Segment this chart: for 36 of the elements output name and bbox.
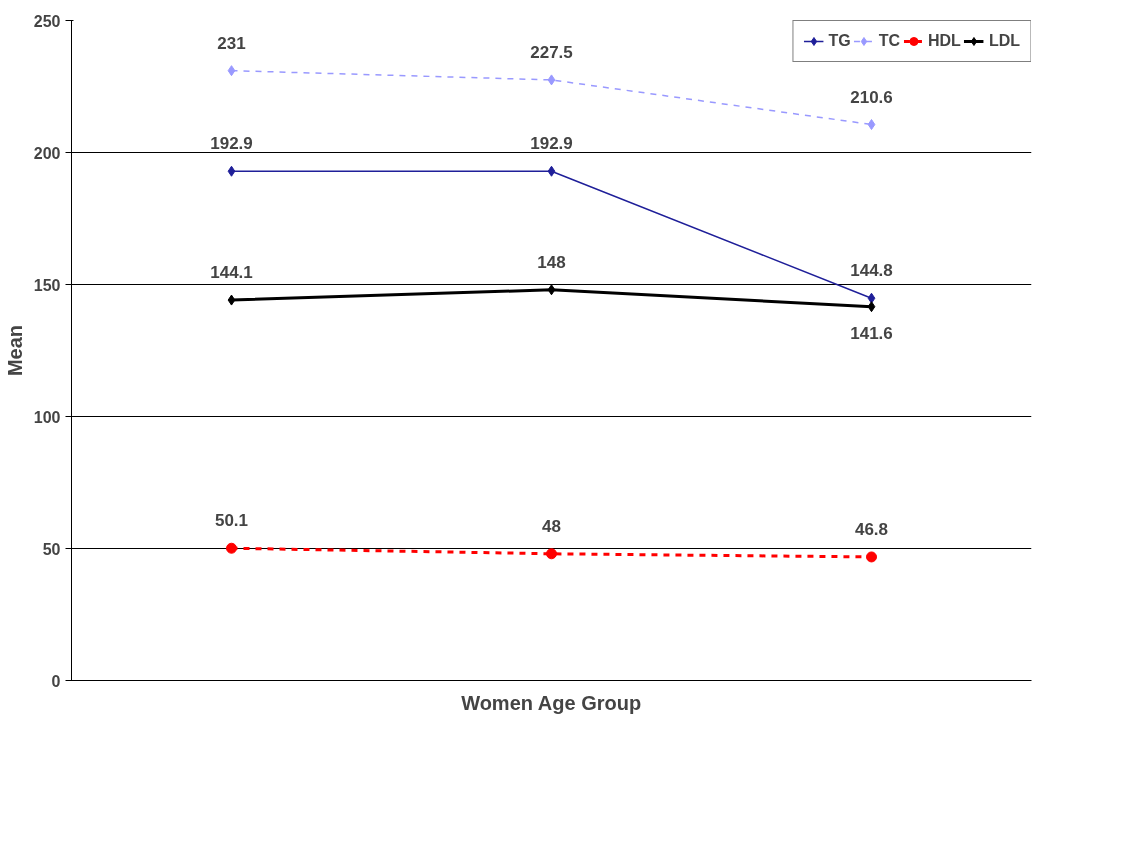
legend-label: LDL: [988, 32, 1020, 50]
y-tick-label: 150: [33, 276, 61, 294]
point: [547, 74, 556, 86]
data-label: 141.6: [850, 323, 893, 343]
data-label: 46.8: [854, 519, 889, 539]
data-label: 148: [537, 252, 566, 272]
point: [227, 65, 236, 77]
y-tick-label: 100: [33, 408, 61, 426]
y-tick-label: 200: [33, 144, 61, 162]
point: [867, 119, 876, 131]
point: [867, 292, 876, 304]
point: [227, 165, 236, 177]
legend-label: HDL: [928, 32, 961, 50]
point: [866, 551, 877, 563]
point: [547, 284, 556, 296]
data-label: 48: [542, 516, 561, 536]
point: [867, 301, 876, 313]
data-label: 210.6: [850, 87, 893, 107]
data-label: 144.8: [850, 261, 893, 281]
y-tick-label: 0: [51, 672, 61, 690]
point: [547, 165, 556, 177]
point: [546, 548, 557, 560]
legend-label: TC: [878, 32, 900, 50]
data-label: 144.1: [210, 263, 253, 283]
legend-label: TG: [828, 32, 851, 50]
x-axis-title: Women Age Group: [461, 691, 642, 714]
y-tick-label: 50: [42, 540, 61, 558]
y-axis-title: Mean: [3, 324, 26, 377]
data-label: 50.1: [214, 511, 249, 531]
data-label: 227.5: [530, 42, 573, 62]
data-label: 231: [217, 33, 246, 53]
point: [227, 294, 236, 306]
data-label: 192.9: [530, 134, 573, 154]
data-label: 192.9: [210, 134, 253, 154]
y-tick-label: 250: [33, 12, 61, 30]
point: [226, 542, 237, 554]
